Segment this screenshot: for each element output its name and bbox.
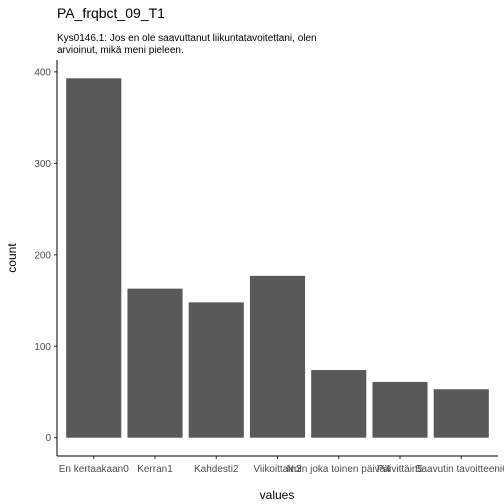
y-axis-label: count xyxy=(5,243,19,273)
x-axis-ticks: En kertaakaan0 Kerran1 Kahdesti2 Viikoittai… xyxy=(59,456,504,475)
y-tick-label-1: 100 xyxy=(34,342,51,353)
bar-0 xyxy=(66,78,122,438)
x-tick-label-2: Kahdesti2 xyxy=(194,464,239,475)
chart-title: PA_frqbct_09_T1 xyxy=(57,5,165,21)
x-axis-label: values xyxy=(260,488,295,502)
bar-6 xyxy=(433,389,489,438)
x-tick-label-3: Viikoittain3 xyxy=(253,464,302,475)
y-axis-ticks: 0 100 200 300 400 xyxy=(34,67,57,444)
x-tick-label-1: Kerran1 xyxy=(137,464,173,475)
y-tick-label-0: 0 xyxy=(45,433,51,444)
bar-3 xyxy=(249,275,306,438)
bar-4 xyxy=(311,370,367,438)
y-tick-label-3: 300 xyxy=(34,159,51,170)
bar-5 xyxy=(372,381,428,438)
x-tick-label-6: Saavutin tavoitteeni6 xyxy=(415,464,504,475)
y-tick-label-4: 400 xyxy=(34,67,51,78)
chart-subtitle-line-2: arvioinut, mikä meni pieleen. xyxy=(57,45,184,56)
bar-1 xyxy=(127,288,183,438)
x-tick-label-5: Päivittäin5 xyxy=(377,464,424,475)
bar-2 xyxy=(188,302,244,438)
y-tick-label-2: 200 xyxy=(34,250,51,261)
x-tick-label-0: En kertaakaan0 xyxy=(59,464,129,475)
x-tick-label-4: Noin joka toinen päivä4 xyxy=(287,464,391,475)
bars-group xyxy=(66,78,489,438)
chart-subtitle-line-1: Kys0146.1: Jos en ole saavuttanut liikun… xyxy=(57,33,317,44)
